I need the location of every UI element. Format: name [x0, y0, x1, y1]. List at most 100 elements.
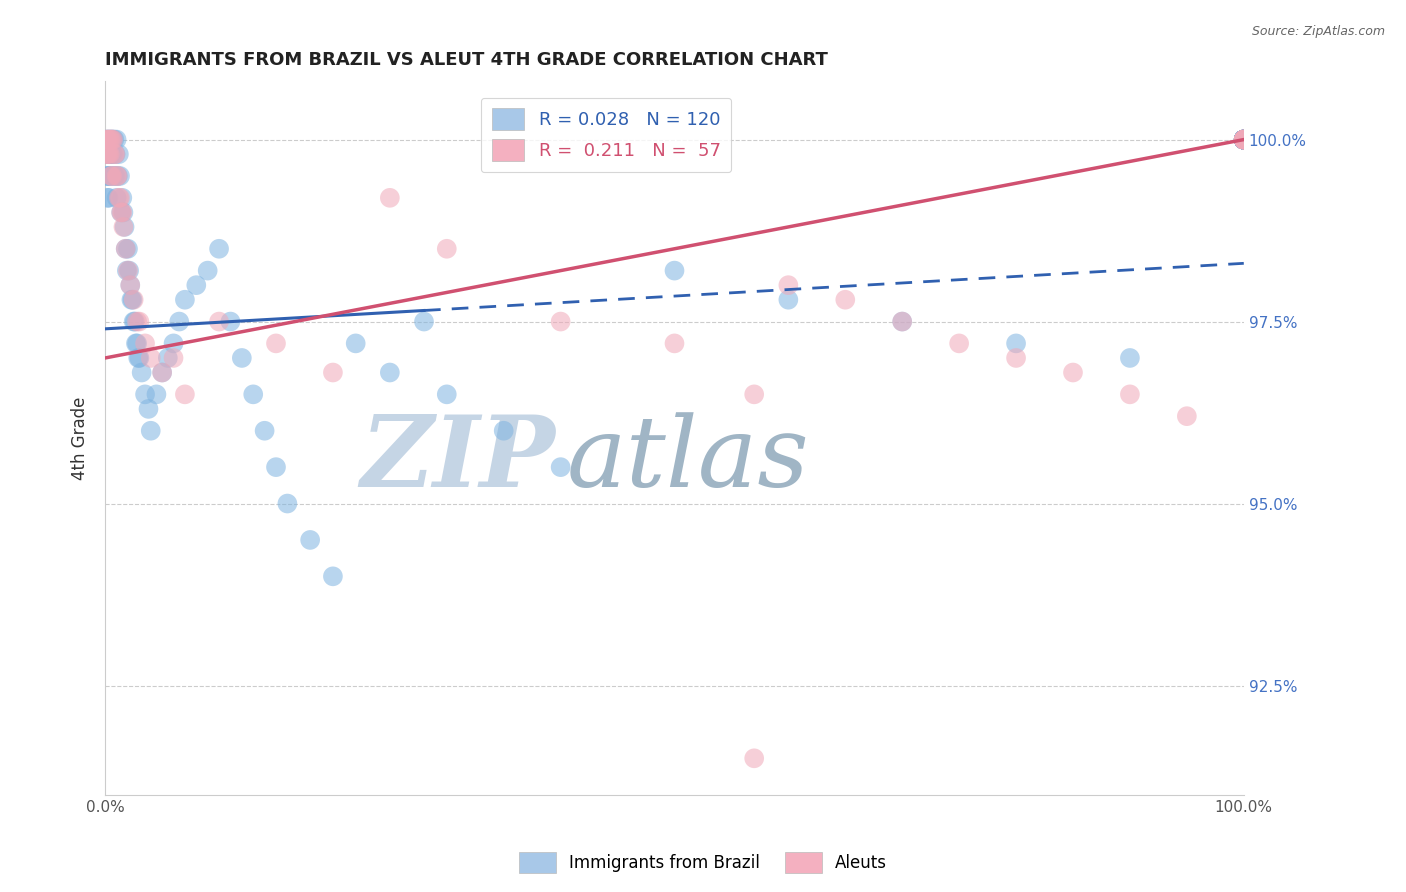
Point	[1233, 132, 1256, 146]
Legend: R = 0.028   N = 120, R =  0.211   N =  57: R = 0.028 N = 120, R = 0.211 N = 57	[481, 97, 731, 172]
Point	[100, 169, 122, 183]
Point	[1005, 351, 1028, 365]
Point	[97, 132, 120, 146]
Point	[96, 132, 118, 146]
Point	[550, 460, 572, 475]
Point	[101, 132, 124, 146]
Point	[664, 336, 686, 351]
Text: atlas: atlas	[567, 412, 808, 507]
Point	[1233, 132, 1256, 146]
Point	[1119, 351, 1142, 365]
Point	[264, 460, 287, 475]
Point	[101, 132, 124, 146]
Point	[162, 351, 184, 365]
Point	[174, 293, 197, 307]
Point	[208, 314, 231, 328]
Point	[778, 278, 800, 293]
Point	[108, 191, 131, 205]
Point	[1233, 132, 1256, 146]
Point	[1233, 132, 1256, 146]
Point	[150, 366, 173, 380]
Point	[1233, 132, 1256, 146]
Point	[108, 191, 131, 205]
Text: IMMIGRANTS FROM BRAZIL VS ALEUT 4TH GRADE CORRELATION CHART: IMMIGRANTS FROM BRAZIL VS ALEUT 4TH GRAD…	[105, 51, 828, 69]
Point	[1233, 132, 1256, 146]
Point	[1233, 132, 1256, 146]
Point	[299, 533, 322, 547]
Point	[1233, 132, 1256, 146]
Point	[100, 147, 122, 161]
Point	[139, 351, 162, 365]
Point	[1233, 132, 1256, 146]
Point	[103, 147, 125, 161]
Point	[118, 263, 141, 277]
Point	[1119, 387, 1142, 401]
Point	[1233, 132, 1256, 146]
Point	[112, 205, 135, 219]
Point	[1233, 132, 1256, 146]
Point	[101, 132, 124, 146]
Point	[115, 263, 138, 277]
Point	[1233, 132, 1256, 146]
Point	[139, 424, 162, 438]
Point	[98, 147, 121, 161]
Point	[1233, 132, 1256, 146]
Point	[98, 147, 121, 161]
Point	[107, 169, 129, 183]
Point	[96, 132, 118, 146]
Point	[1233, 132, 1256, 146]
Point	[103, 169, 125, 183]
Point	[1233, 132, 1256, 146]
Point	[156, 351, 179, 365]
Point	[131, 366, 153, 380]
Point	[105, 132, 128, 146]
Point	[104, 169, 127, 183]
Point	[219, 314, 242, 328]
Point	[104, 147, 127, 161]
Y-axis label: 4th Grade: 4th Grade	[72, 396, 89, 480]
Point	[111, 205, 134, 219]
Point	[1233, 132, 1256, 146]
Legend: Immigrants from Brazil, Aleuts: Immigrants from Brazil, Aleuts	[512, 846, 894, 880]
Point	[120, 278, 142, 293]
Point	[128, 351, 150, 365]
Point	[1233, 132, 1256, 146]
Point	[186, 278, 208, 293]
Point	[231, 351, 253, 365]
Point	[1233, 132, 1256, 146]
Point	[1233, 132, 1256, 146]
Point	[742, 387, 765, 401]
Point	[97, 147, 120, 161]
Point	[167, 314, 190, 328]
Point	[121, 293, 143, 307]
Point	[96, 147, 118, 161]
Point	[96, 147, 118, 161]
Point	[378, 366, 401, 380]
Point	[105, 191, 128, 205]
Point	[1233, 132, 1256, 146]
Point	[1233, 132, 1256, 146]
Point	[1233, 132, 1256, 146]
Point	[1233, 132, 1256, 146]
Point	[111, 191, 134, 205]
Point	[120, 278, 142, 293]
Point	[122, 293, 145, 307]
Point	[436, 387, 458, 401]
Point	[1233, 132, 1256, 146]
Point	[145, 387, 167, 401]
Point	[98, 169, 121, 183]
Point	[1233, 132, 1256, 146]
Text: Source: ZipAtlas.com: Source: ZipAtlas.com	[1251, 25, 1385, 38]
Point	[1233, 132, 1256, 146]
Point	[891, 314, 914, 328]
Point	[114, 242, 136, 256]
Point	[134, 387, 156, 401]
Point	[253, 424, 276, 438]
Point	[1233, 132, 1256, 146]
Point	[742, 751, 765, 765]
Point	[436, 242, 458, 256]
Point	[1233, 132, 1256, 146]
Point	[100, 132, 122, 146]
Point	[112, 219, 135, 234]
Point	[98, 132, 121, 146]
